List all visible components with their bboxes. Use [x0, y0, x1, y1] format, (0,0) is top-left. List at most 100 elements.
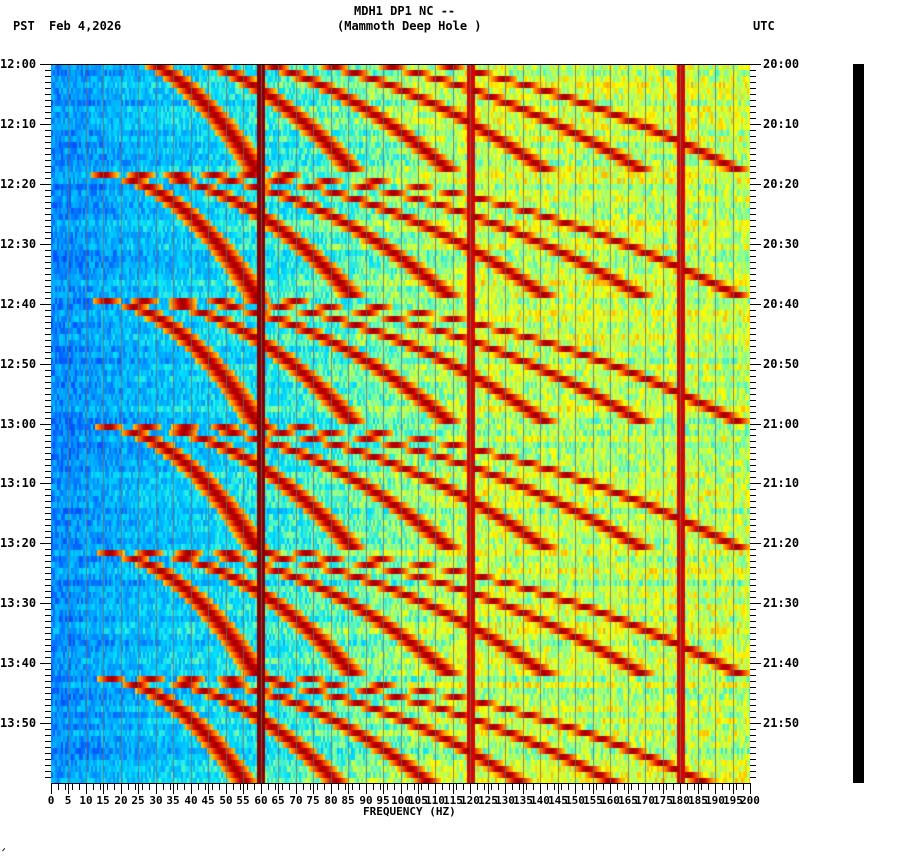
- y-tick-label-right: 21:30: [763, 596, 800, 610]
- y-tick-left: [45, 178, 51, 179]
- y-tick-left: [40, 304, 51, 305]
- x-tick: [666, 784, 667, 790]
- y-tick-right: [750, 190, 756, 191]
- x-tick: [128, 784, 129, 790]
- x-tick: [708, 784, 709, 790]
- y-tick-left: [45, 519, 51, 520]
- y-tick-right: [750, 244, 761, 245]
- y-tick-right: [750, 358, 756, 359]
- y-tick-left: [45, 615, 51, 616]
- y-tick-right: [750, 286, 756, 287]
- y-tick-right: [750, 519, 756, 520]
- y-tick-right: [750, 567, 756, 568]
- y-tick-left: [45, 669, 51, 670]
- y-tick-left: [45, 376, 51, 377]
- y-tick-left: [45, 645, 51, 646]
- x-tick-label: 160: [600, 794, 620, 807]
- y-tick-left: [45, 435, 51, 436]
- x-tick-label: 80: [324, 794, 338, 807]
- station-location: (Mammoth Deep Hole ): [337, 19, 482, 33]
- y-tick-right: [750, 603, 761, 604]
- y-tick-right: [750, 699, 756, 700]
- y-tick-right: [750, 214, 756, 215]
- x-tick: [261, 784, 262, 794]
- x-tick: [380, 784, 381, 790]
- y-tick-left: [45, 681, 51, 682]
- x-tick-label: 70: [289, 794, 303, 807]
- station-title: MDH1 DP1 NC --: [354, 4, 456, 18]
- y-tick-left: [45, 148, 51, 149]
- x-tick: [498, 784, 499, 790]
- y-tick-left: [45, 334, 51, 335]
- y-tick-left: [45, 735, 51, 736]
- x-tick-label: 165: [618, 794, 638, 807]
- x-tick: [72, 784, 73, 790]
- x-tick-label: 130: [495, 794, 515, 807]
- x-tick: [303, 784, 304, 790]
- x-tick: [628, 784, 629, 794]
- y-tick-left: [45, 525, 51, 526]
- y-tick-right: [750, 429, 756, 430]
- x-tick-label: 90: [359, 794, 373, 807]
- x-tick: [289, 784, 290, 790]
- y-tick-left: [45, 394, 51, 395]
- x-tick: [313, 784, 314, 794]
- y-tick-right: [750, 645, 756, 646]
- y-tick-right: [750, 208, 756, 209]
- x-tick-label: 0: [47, 794, 55, 807]
- spectrogram-heatmap: [51, 64, 750, 783]
- x-tick: [435, 784, 436, 794]
- y-tick-right: [750, 322, 756, 323]
- y-tick-left: [45, 459, 51, 460]
- y-tick-label-right: 20:20: [763, 177, 800, 191]
- y-tick-left: [45, 118, 51, 119]
- y-tick-left: [45, 453, 51, 454]
- y-tick-right: [750, 597, 756, 598]
- x-tick: [275, 784, 276, 790]
- x-tick-label: 20: [114, 794, 128, 807]
- y-tick-left: [45, 609, 51, 610]
- x-tick: [449, 784, 450, 790]
- x-tick: [317, 784, 318, 790]
- y-tick-left: [45, 214, 51, 215]
- y-tick-left: [40, 663, 51, 664]
- y-tick-left: [45, 531, 51, 532]
- y-tick-left: [45, 274, 51, 275]
- y-tick-right: [750, 507, 756, 508]
- x-tick: [617, 784, 618, 790]
- y-tick-left: [45, 729, 51, 730]
- x-tick-label: 10: [79, 794, 93, 807]
- y-tick-right: [750, 418, 756, 419]
- y-tick-right: [750, 477, 756, 478]
- y-tick-right: [750, 316, 756, 317]
- y-tick-right: [750, 609, 756, 610]
- y-tick-left: [45, 340, 51, 341]
- x-tick: [470, 784, 471, 794]
- x-tick: [554, 784, 555, 790]
- y-tick-left: [45, 561, 51, 562]
- x-tick: [407, 784, 408, 790]
- y-tick-right: [750, 453, 756, 454]
- y-tick-right: [750, 154, 756, 155]
- y-tick-left: [45, 477, 51, 478]
- x-tick: [547, 784, 548, 790]
- y-tick-left: [45, 573, 51, 574]
- y-tick-right: [750, 304, 761, 305]
- y-tick-right: [750, 178, 756, 179]
- y-tick-right: [750, 370, 756, 371]
- x-tick-label: 45: [201, 794, 215, 807]
- y-tick-right: [750, 202, 756, 203]
- y-tick-left: [45, 358, 51, 359]
- y-tick-left: [45, 370, 51, 371]
- x-tick: [488, 784, 489, 794]
- y-tick-right: [750, 639, 756, 640]
- y-tick-left: [45, 447, 51, 448]
- y-tick-right: [750, 633, 756, 634]
- x-tick: [401, 784, 402, 794]
- x-tick: [177, 784, 178, 790]
- x-tick: [198, 784, 199, 790]
- x-tick: [240, 784, 241, 790]
- x-tick: [624, 784, 625, 790]
- x-tick: [107, 784, 108, 790]
- y-tick-right: [750, 777, 756, 778]
